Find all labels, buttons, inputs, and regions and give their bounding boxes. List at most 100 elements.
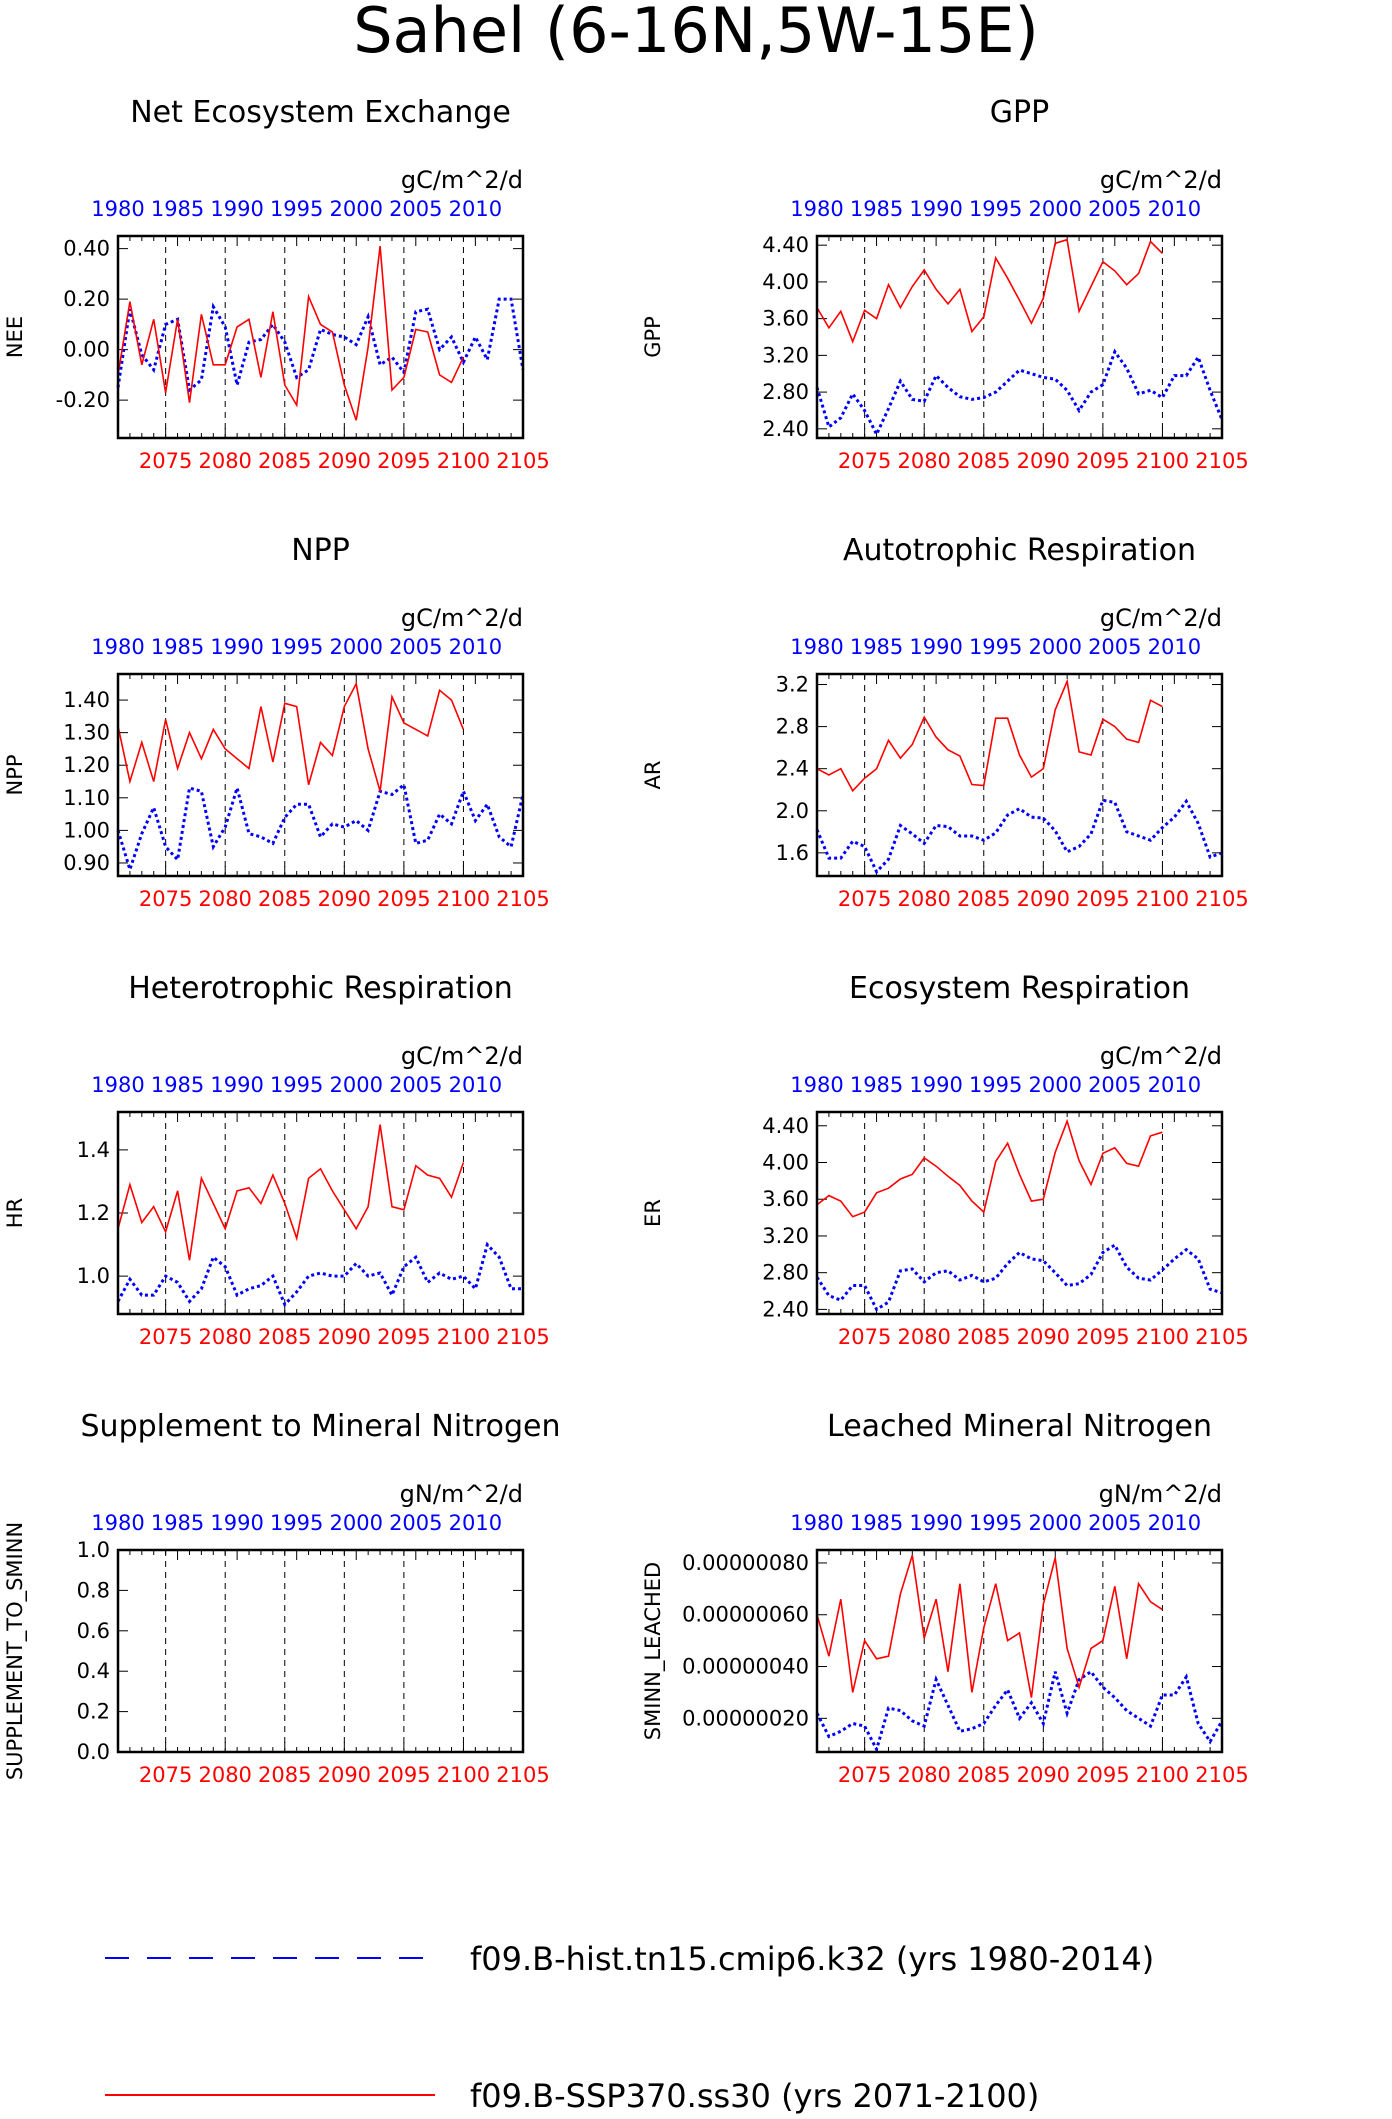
top-x-tick-label: 2000 bbox=[1029, 197, 1082, 221]
units-label: gC/m^2/d bbox=[1100, 604, 1222, 632]
y-tick-label: 3.60 bbox=[762, 1187, 809, 1211]
y-tick-label: 2.80 bbox=[762, 380, 809, 404]
y-axis-label: HR bbox=[3, 1198, 27, 1228]
bottom-x-tick-label: 2095 bbox=[377, 449, 430, 473]
y-tick-label: 3.20 bbox=[762, 343, 809, 367]
panel-title: Heterotrophic Respiration bbox=[128, 971, 513, 1006]
bottom-x-tick-label: 2080 bbox=[198, 887, 251, 911]
top-x-tick-label: 2005 bbox=[389, 635, 442, 659]
top-x-tick-label: 2005 bbox=[389, 197, 442, 221]
plot-frame bbox=[815, 234, 1224, 440]
bottom-x-tick-label: 2100 bbox=[437, 887, 490, 911]
y-tick-label: 1.30 bbox=[63, 721, 110, 745]
top-x-tick-label: 2000 bbox=[330, 1073, 383, 1097]
panel-title: Leached Mineral Nitrogen bbox=[827, 1409, 1212, 1444]
panel-4: Heterotrophic Respiration gC/m^2/d 1980 198… bbox=[3, 971, 550, 1349]
y-tick-label: 1.0 bbox=[77, 1538, 110, 1562]
series-hist-line bbox=[116, 297, 525, 393]
y-tick-label: 2.0 bbox=[776, 799, 809, 823]
units-label: gN/m^2/d bbox=[400, 1480, 523, 1508]
top-x-tick-label: 2010 bbox=[1148, 1511, 1201, 1535]
plot-frame bbox=[815, 672, 1224, 878]
plot-frame bbox=[116, 672, 525, 878]
main-title: Sahel (6-16N,5W-15E) bbox=[353, 0, 1039, 67]
top-x-tick-label: 1980 bbox=[91, 1511, 144, 1535]
top-x-tick-label: 2005 bbox=[389, 1511, 442, 1535]
bottom-x-tick-label: 2105 bbox=[1195, 449, 1248, 473]
y-axis-label: AR bbox=[641, 761, 665, 790]
bottom-x-tick-label: 2100 bbox=[1136, 1763, 1189, 1787]
bottom-x-tick-label: 2085 bbox=[258, 1763, 311, 1787]
bottom-x-tick-label: 2085 bbox=[258, 1325, 311, 1349]
panel-title: Supplement to Mineral Nitrogen bbox=[81, 1409, 561, 1444]
bottom-x-tick-label: 2080 bbox=[198, 449, 251, 473]
top-x-tick-label: 2010 bbox=[449, 197, 502, 221]
bottom-x-tick-label: 2080 bbox=[897, 449, 950, 473]
y-axis-label: SMINN_LEACHED bbox=[641, 1562, 666, 1740]
series-hist-line bbox=[116, 1241, 523, 1308]
panel-title: NPP bbox=[291, 533, 350, 568]
series-hist-line bbox=[116, 782, 525, 875]
series-ssp-line bbox=[117, 246, 465, 421]
series-ssp-line bbox=[117, 681, 465, 792]
bottom-x-tick-label: 2100 bbox=[1136, 449, 1189, 473]
y-tick-label: 0.00000080 bbox=[682, 1551, 809, 1575]
top-x-tick-label: 1980 bbox=[91, 635, 144, 659]
top-x-tick-label: 1990 bbox=[210, 1073, 263, 1097]
bottom-x-tick-label: 2090 bbox=[1017, 449, 1070, 473]
bottom-x-tick-label: 2105 bbox=[1195, 887, 1248, 911]
top-x-tick-label: 1980 bbox=[91, 197, 144, 221]
top-x-tick-label: 1985 bbox=[850, 197, 903, 221]
top-x-tick-label: 1985 bbox=[151, 1073, 204, 1097]
top-x-tick-label: 1985 bbox=[850, 1511, 903, 1535]
bottom-x-tick-label: 2080 bbox=[897, 1763, 950, 1787]
top-x-tick-label: 1995 bbox=[969, 635, 1022, 659]
top-x-tick-label: 1980 bbox=[790, 197, 843, 221]
top-x-tick-label: 1995 bbox=[270, 635, 323, 659]
top-x-tick-label: 2005 bbox=[1088, 635, 1141, 659]
y-tick-label: 1.4 bbox=[77, 1138, 110, 1162]
y-tick-label: 0.8 bbox=[77, 1578, 110, 1602]
bottom-x-tick-label: 2095 bbox=[1076, 1325, 1129, 1349]
plot-frame bbox=[116, 234, 525, 440]
plot-frame bbox=[116, 1548, 525, 1754]
top-x-tick-label: 1990 bbox=[909, 1511, 962, 1535]
top-x-tick-label: 2000 bbox=[330, 1511, 383, 1535]
bottom-x-tick-label: 2075 bbox=[838, 1763, 891, 1787]
top-x-tick-label: 2005 bbox=[1088, 1511, 1141, 1535]
bottom-x-tick-label: 2100 bbox=[1136, 887, 1189, 911]
y-tick-label: 0.4 bbox=[77, 1659, 110, 1683]
bottom-x-tick-label: 2095 bbox=[1076, 449, 1129, 473]
y-tick-label: 4.00 bbox=[762, 1151, 809, 1175]
y-tick-label: 0.20 bbox=[63, 287, 110, 311]
top-x-tick-label: 1995 bbox=[969, 197, 1022, 221]
y-tick-label: 1.40 bbox=[63, 688, 110, 712]
panel-title: GPP bbox=[990, 95, 1049, 130]
bottom-x-tick-label: 2075 bbox=[139, 1763, 192, 1787]
top-x-tick-label: 1985 bbox=[850, 635, 903, 659]
series-hist-line bbox=[815, 798, 1223, 875]
bottom-x-tick-label: 2095 bbox=[377, 887, 430, 911]
bottom-x-tick-label: 2085 bbox=[957, 449, 1010, 473]
bottom-x-tick-label: 2085 bbox=[258, 449, 311, 473]
top-x-tick-label: 1985 bbox=[850, 1073, 903, 1097]
y-tick-label: 1.20 bbox=[63, 753, 110, 777]
bottom-x-tick-label: 2095 bbox=[377, 1325, 430, 1349]
y-tick-label: 0.0 bbox=[77, 1740, 110, 1764]
bottom-x-tick-label: 2090 bbox=[1017, 887, 1070, 911]
bottom-x-tick-label: 2075 bbox=[139, 887, 192, 911]
bottom-x-tick-label: 2090 bbox=[1017, 1325, 1070, 1349]
series-ssp-line bbox=[816, 678, 1163, 793]
plot-frame bbox=[116, 1110, 525, 1316]
top-x-tick-label: 2000 bbox=[330, 197, 383, 221]
units-label: gC/m^2/d bbox=[401, 166, 523, 194]
bottom-x-tick-label: 2090 bbox=[1017, 1763, 1070, 1787]
top-x-tick-label: 2010 bbox=[1148, 197, 1201, 221]
bottom-x-tick-label: 2095 bbox=[1076, 887, 1129, 911]
panel-1: GPP gC/m^2/d 1980 1985 1990 1995 2000 2005 2010 2… bbox=[641, 95, 1249, 473]
top-x-tick-label: 2000 bbox=[1029, 1073, 1082, 1097]
top-x-tick-label: 1995 bbox=[969, 1511, 1022, 1535]
